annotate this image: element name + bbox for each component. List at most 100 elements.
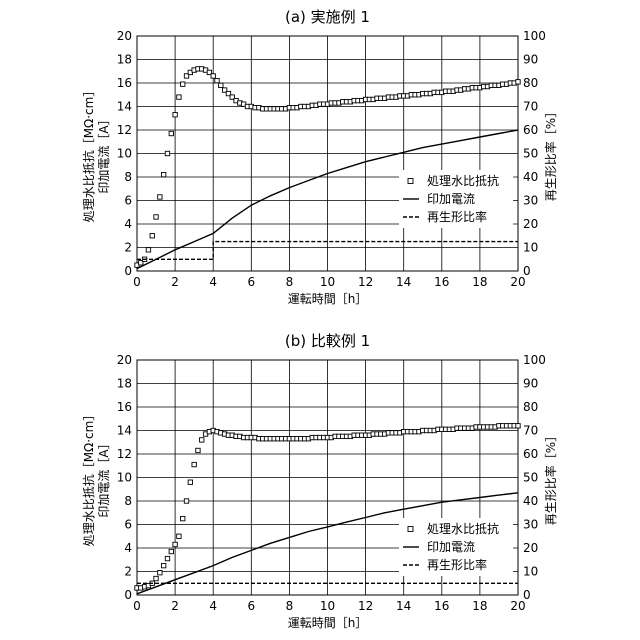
x-tick-label: 10	[320, 599, 335, 613]
x-tick-label: 8	[286, 275, 294, 289]
data-point-resistivity	[158, 195, 162, 199]
legend-marker-resistivity	[408, 527, 413, 532]
x-tick-label: 12	[358, 599, 373, 613]
data-point-resistivity	[165, 556, 169, 560]
x-tick-label: 12	[358, 275, 373, 289]
legend-label: 再生形比率	[427, 557, 487, 572]
x-tick-label: 14	[396, 599, 411, 613]
y-left-tick-label: 14	[117, 100, 132, 114]
y-right-axis-title: 再生形比率［%］	[543, 430, 558, 525]
y-left-tick-label: 10	[117, 147, 132, 161]
x-tick-label: 4	[209, 275, 217, 289]
x-tick-label: 0	[133, 599, 141, 613]
data-point-resistivity	[219, 83, 223, 87]
y-left-tick-label: 6	[124, 518, 132, 532]
y-right-axis-title: 再生形比率［%］	[543, 106, 558, 201]
y-right-tick-label: 90	[523, 53, 538, 67]
y-left-tick-label: 18	[117, 377, 132, 391]
data-point-resistivity	[158, 570, 162, 574]
data-point-resistivity	[215, 78, 219, 82]
y-right-tick-label: 40	[523, 170, 538, 184]
data-point-resistivity	[165, 151, 169, 155]
x-tick-label: 4	[209, 599, 217, 613]
data-point-resistivity	[169, 131, 173, 135]
y-left-tick-label: 4	[124, 541, 132, 555]
legend-label: 処理水比抵抗	[427, 173, 499, 188]
y-left-axis-title-line: 処理水比抵抗［MΩ·cm］	[81, 85, 96, 223]
y-left-tick-label: 2	[124, 241, 132, 255]
y-right-tick-label: 20	[523, 541, 538, 555]
data-point-resistivity	[154, 576, 158, 580]
data-point-resistivity	[177, 534, 181, 538]
y-left-tick-label: 8	[124, 494, 132, 508]
y-left-tick-label: 4	[124, 217, 132, 231]
legend-label: 処理水比抵抗	[427, 521, 499, 536]
y-right-tick-label: 80	[523, 400, 538, 414]
y-left-axis-title: 処理水比抵抗［MΩ·cm］印加電流［A］	[81, 85, 111, 223]
y-left-tick-label: 6	[124, 194, 132, 208]
data-point-resistivity	[211, 74, 215, 78]
y-right-tick-label: 30	[523, 518, 538, 532]
data-point-resistivity	[146, 248, 150, 252]
x-tick-label: 0	[133, 275, 141, 289]
data-point-resistivity	[196, 448, 200, 452]
x-tick-label: 16	[434, 275, 449, 289]
x-tick-label: 6	[247, 599, 255, 613]
y-right-tick-label: 90	[523, 377, 538, 391]
data-point-resistivity	[181, 82, 185, 86]
data-point-resistivity	[173, 113, 177, 117]
y-left-tick-label: 0	[124, 264, 132, 278]
y-right-tick-label: 80	[523, 76, 538, 90]
y-right-tick-label: 70	[523, 424, 538, 438]
x-axis-title: 運転時間［h］	[288, 616, 368, 630]
y-left-tick-label: 8	[124, 170, 132, 184]
data-point-resistivity	[516, 80, 520, 84]
y-left-tick-label: 16	[117, 76, 132, 90]
data-point-resistivity	[188, 480, 192, 484]
y-right-tick-label: 10	[523, 565, 538, 579]
data-point-resistivity	[516, 424, 520, 428]
y-left-tick-label: 2	[124, 565, 132, 579]
y-right-tick-label: 10	[523, 241, 538, 255]
y-left-tick-label: 20	[117, 353, 132, 367]
data-point-resistivity	[177, 95, 181, 99]
data-point-resistivity	[192, 462, 196, 466]
y-left-tick-label: 12	[117, 123, 132, 137]
x-tick-label: 18	[472, 599, 487, 613]
y-right-tick-label: 0	[523, 588, 531, 602]
legend-marker-resistivity	[408, 179, 413, 184]
y-left-axis-title-line: 処理水比抵抗［MΩ·cm］	[81, 409, 96, 547]
x-tick-label: 2	[171, 599, 179, 613]
y-right-tick-label: 0	[523, 264, 531, 278]
y-right-tick-label: 60	[523, 447, 538, 461]
x-tick-label: 8	[286, 599, 294, 613]
y-right-tick-label: 100	[523, 29, 546, 43]
x-tick-label: 2	[171, 275, 179, 289]
y-left-tick-label: 0	[124, 588, 132, 602]
y-left-tick-label: 18	[117, 53, 132, 67]
data-point-resistivity	[173, 542, 177, 546]
chart-panel-b: (b) 比較例 10246810121416182002468101214161…	[81, 332, 558, 630]
y-left-tick-label: 16	[117, 400, 132, 414]
y-right-tick-label: 60	[523, 123, 538, 137]
y-right-tick-label: 40	[523, 494, 538, 508]
chart-title: (b) 比較例 1	[285, 332, 370, 350]
y-left-axis-title-line: 印加電流［A］	[97, 113, 111, 193]
y-left-axis-title-line: 印加電流［A］	[97, 437, 111, 517]
y-right-tick-label: 70	[523, 100, 538, 114]
x-axis-title: 運転時間［h］	[288, 292, 368, 306]
x-tick-label: 10	[320, 275, 335, 289]
legend-label: 印加電流	[427, 540, 475, 554]
y-left-tick-label: 14	[117, 424, 132, 438]
data-point-resistivity	[161, 172, 165, 176]
data-point-resistivity	[181, 516, 185, 520]
y-left-tick-label: 10	[117, 471, 132, 485]
x-tick-label: 14	[396, 275, 411, 289]
y-right-tick-label: 50	[523, 147, 538, 161]
chart-title: (a) 実施例 1	[285, 8, 370, 26]
x-tick-label: 6	[247, 275, 255, 289]
data-point-resistivity	[184, 499, 188, 503]
x-tick-label: 16	[434, 599, 449, 613]
figure: (a) 実施例 10246810121416182002468101214161…	[0, 0, 640, 640]
legend-label: 印加電流	[427, 192, 475, 206]
